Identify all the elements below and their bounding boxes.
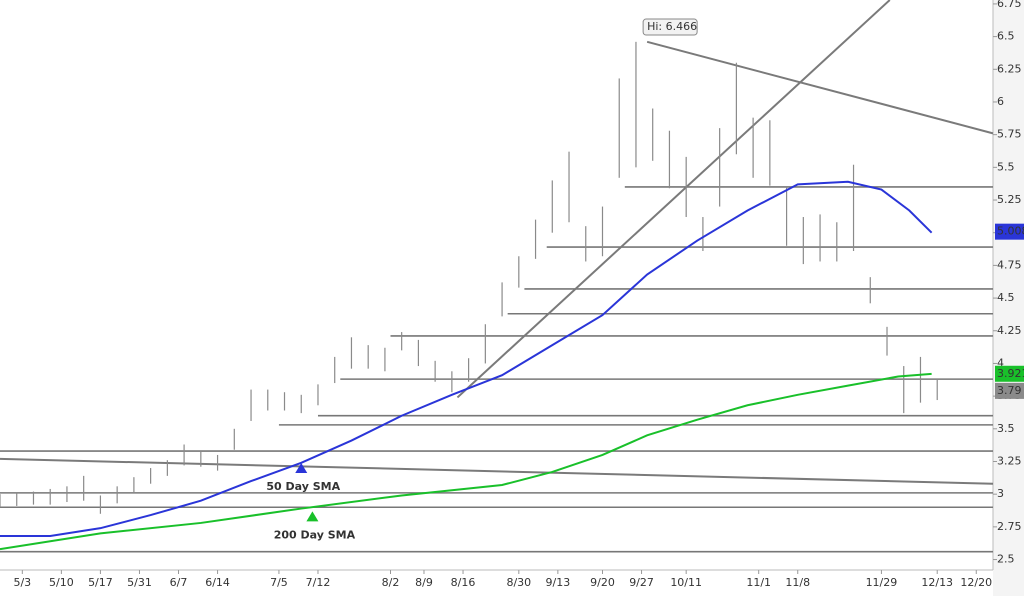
y-tick-label: 4 xyxy=(997,356,1004,369)
x-tick-label: 8/16 xyxy=(451,576,476,589)
x-tick-label: 6/14 xyxy=(205,576,230,589)
price-tag xyxy=(995,365,1024,382)
price-tag-label: 3.921 xyxy=(997,367,1024,380)
y-tick-label: 5.75 xyxy=(997,128,1022,141)
y-tick-label: 4.75 xyxy=(997,258,1022,271)
y-tick-label: 6 xyxy=(997,95,1004,108)
x-tick-label: 9/13 xyxy=(546,576,571,589)
x-tick-label: 12/20 xyxy=(960,576,992,589)
annotation-marker xyxy=(295,463,308,474)
x-tick-label: 7/5 xyxy=(270,576,288,589)
x-tick-label: 10/11 xyxy=(670,576,702,589)
sma-line xyxy=(0,180,933,538)
x-tick-label: 11/8 xyxy=(785,576,810,589)
annotation-label: Hi: 6.466 xyxy=(647,20,697,33)
annotation-label: 200 Day SMA xyxy=(274,528,356,541)
axis-background xyxy=(993,0,1024,596)
x-tick-label: 5/17 xyxy=(88,576,113,589)
price-tag-label: 5.008 xyxy=(997,225,1024,238)
y-tick-label: 3.5 xyxy=(997,422,1015,435)
x-tick-label: 5/31 xyxy=(127,576,152,589)
y-tick-label: 4.5 xyxy=(997,291,1015,304)
x-tick-label: 11/29 xyxy=(866,576,898,589)
x-tick-label: 7/12 xyxy=(306,576,331,589)
x-tick-label: 6/7 xyxy=(170,576,188,589)
sma-line xyxy=(0,372,932,551)
trend-line xyxy=(456,0,891,399)
y-tick-label: 4.25 xyxy=(997,324,1022,337)
x-tick-label: 12/13 xyxy=(921,576,953,589)
y-tick-label: 2.5 xyxy=(997,553,1015,566)
y-tick-label: 5.25 xyxy=(997,193,1022,206)
y-tick-label: 3.25 xyxy=(997,454,1022,467)
y-tick-label: 3 xyxy=(997,487,1004,500)
annotation-label: 50 Day SMA xyxy=(266,480,340,493)
y-tick-label: 5.5 xyxy=(997,160,1015,173)
y-tick-label: 6.25 xyxy=(997,62,1022,75)
x-tick-label: 5/3 xyxy=(13,576,31,589)
annotation-marker xyxy=(306,511,319,522)
y-tick-label: 6.75 xyxy=(997,0,1022,10)
price-tag xyxy=(995,223,1024,240)
x-tick-label: 8/30 xyxy=(506,576,531,589)
x-tick-label: 8/2 xyxy=(382,576,400,589)
x-tick-label: 8/9 xyxy=(415,576,433,589)
price-tag-label: 3.79 xyxy=(997,384,1022,397)
x-tick-label: 5/10 xyxy=(49,576,74,589)
y-tick-label: 2.75 xyxy=(997,520,1022,533)
y-tick-label: 6.5 xyxy=(997,30,1015,43)
trend-line xyxy=(0,457,994,485)
trend-line xyxy=(646,40,994,135)
price-tag xyxy=(995,382,1024,399)
x-tick-label: 11/1 xyxy=(746,576,771,589)
x-tick-label: 9/27 xyxy=(629,576,654,589)
annotation-box xyxy=(642,18,698,36)
x-tick-label: 9/20 xyxy=(590,576,615,589)
